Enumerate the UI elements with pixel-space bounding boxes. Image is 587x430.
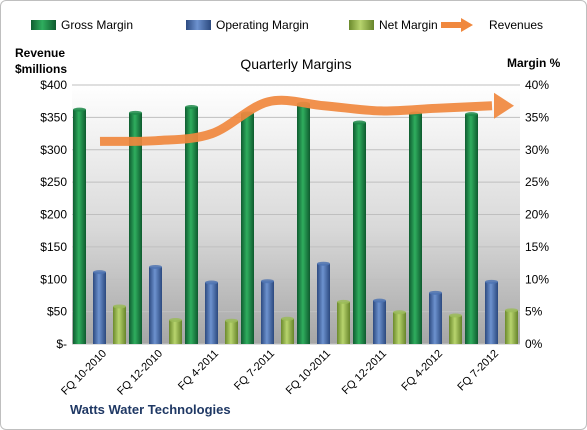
- bar-cap: [113, 304, 126, 309]
- right-tick-label: 0%: [525, 337, 543, 351]
- bar-cap: [281, 316, 294, 321]
- left-tick-label: $-: [56, 337, 67, 351]
- bar-operating-margin: [429, 292, 442, 344]
- bar-operating-margin: [261, 281, 274, 344]
- bar-operating-margin: [317, 263, 330, 344]
- legend-label: Revenues: [489, 18, 543, 32]
- bar-gross-margin: [241, 113, 254, 345]
- category-label: FQ 7-2011: [232, 348, 277, 393]
- bar-cap: [485, 279, 498, 284]
- bar-cap: [169, 318, 182, 323]
- bar-gross-margin: [353, 122, 366, 345]
- legend-swatch-operating-margin: [186, 20, 211, 30]
- legend-swatch-gross-margin: [31, 20, 56, 30]
- bar-cap: [373, 298, 386, 303]
- right-tick-label: 35%: [525, 110, 549, 124]
- bar-operating-margin: [93, 272, 106, 344]
- left-tick-label: $50: [47, 305, 67, 319]
- left-tick-label: $100: [40, 272, 67, 286]
- bar-net-margin: [225, 320, 238, 344]
- revenues-line: [99, 95, 493, 146]
- legend-label: Gross Margin: [61, 18, 133, 32]
- bar-cap: [149, 264, 162, 269]
- right-tick-label: 40%: [525, 78, 549, 92]
- bar-operating-margin: [373, 300, 386, 344]
- bar-cap: [429, 290, 442, 295]
- left-tick-label: $250: [40, 175, 67, 189]
- bar-cap: [73, 107, 86, 112]
- bar-cap: [353, 120, 366, 125]
- category-label: FQ 7-2012: [455, 348, 501, 394]
- bar-gross-margin: [185, 107, 198, 344]
- left-tick-label: $200: [40, 208, 67, 222]
- legend-arrow: [461, 18, 473, 32]
- bar-cap: [129, 110, 142, 115]
- bar-operating-margin: [205, 282, 218, 344]
- bar-net-margin: [505, 310, 518, 344]
- left-tick-label: $350: [40, 110, 67, 124]
- category-label: FQ 12-2011: [340, 348, 389, 397]
- category-label: FQ 10-2010: [59, 348, 109, 398]
- bar-net-margin: [393, 312, 406, 344]
- bar-net-margin: [281, 318, 294, 344]
- right-tick-label: 5%: [525, 305, 543, 319]
- bar-cap: [185, 105, 198, 110]
- bar-cap: [393, 310, 406, 315]
- right-tick-label: 25%: [525, 175, 549, 189]
- bar-cap: [261, 279, 274, 284]
- bar-cap: [465, 112, 478, 117]
- legend-label: Operating Margin: [216, 18, 309, 32]
- right-tick-label: 10%: [525, 272, 549, 286]
- left-tick-label: $150: [40, 240, 67, 254]
- bar-cap: [317, 261, 330, 266]
- bar-gross-margin: [297, 103, 310, 344]
- bar-cap: [225, 318, 238, 323]
- right-tick-label: 15%: [525, 240, 549, 254]
- bar-cap: [449, 313, 462, 318]
- chart-title: Quarterly Margins: [240, 56, 351, 72]
- bar-gross-margin: [465, 114, 478, 344]
- bar-cap: [205, 280, 218, 285]
- left-axis-label-line1: Revenue: [15, 46, 65, 60]
- bar-cap: [505, 308, 518, 313]
- category-label: FQ 4-2012: [399, 348, 445, 394]
- company-name: Watts Water Technologies: [70, 402, 231, 417]
- bar-net-margin: [169, 320, 182, 344]
- right-tick-label: 30%: [525, 143, 549, 157]
- bar-net-margin: [449, 315, 462, 344]
- category-label: FQ 12-2010: [115, 348, 165, 398]
- left-tick-label: $400: [40, 78, 67, 92]
- left-tick-label: $300: [40, 143, 67, 157]
- bar-net-margin: [113, 306, 126, 344]
- bar-cap: [93, 270, 106, 275]
- left-axis-label-line2: $millions: [15, 62, 67, 76]
- bar-gross-margin: [409, 113, 422, 345]
- right-axis-label: Margin %: [507, 56, 561, 70]
- category-label: FQ 4-2011: [176, 348, 221, 393]
- legend-swatch-net-margin: [349, 20, 374, 30]
- right-tick-label: 20%: [525, 208, 549, 222]
- bar-net-margin: [337, 301, 350, 344]
- bar-operating-margin: [149, 266, 162, 344]
- legend-label: Net Margin: [379, 18, 438, 32]
- bar-cap: [337, 299, 350, 304]
- bar-operating-margin: [485, 281, 498, 344]
- revenues-arrowhead: [494, 92, 514, 119]
- bar-gross-margin: [129, 112, 142, 344]
- category-label: FQ 10-2011: [284, 348, 333, 397]
- bar-gross-margin: [73, 109, 86, 344]
